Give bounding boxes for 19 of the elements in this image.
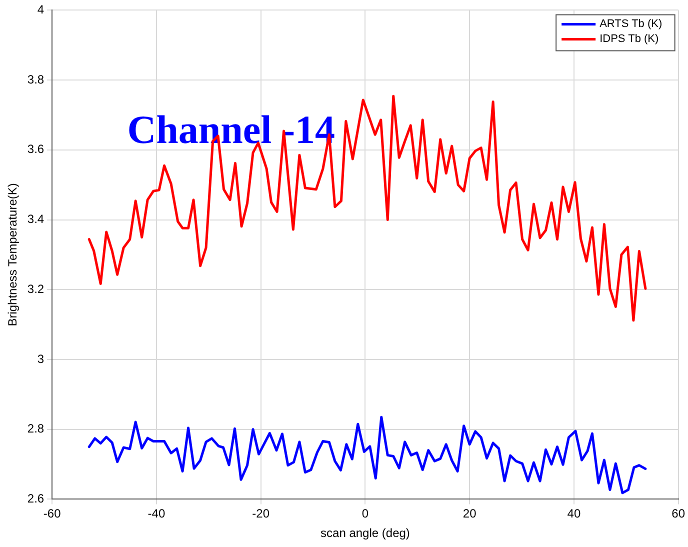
legend-label: ARTS Tb (K): [600, 18, 662, 30]
y-tick-label: 3.2: [27, 282, 44, 296]
x-tick-label: 20: [462, 506, 477, 521]
y-tick-label: 3.4: [27, 212, 44, 226]
y-tick-label: 2.8: [27, 422, 44, 436]
y-tick-label: 3.6: [27, 142, 44, 156]
x-tick-label: 0: [362, 506, 369, 521]
x-tick-label: 60: [672, 506, 686, 521]
y-axis-title: Brightness Temperature(K): [6, 183, 20, 326]
x-axis-title: scan angle (deg): [320, 526, 410, 540]
y-tick-label: 4: [37, 2, 44, 17]
x-tick-label: 40: [567, 506, 581, 521]
x-tick-label: -20: [252, 506, 270, 521]
y-tick-label: 3: [37, 352, 44, 366]
y-tick-label: 3.8: [27, 72, 44, 86]
y-tick-label: 2.6: [27, 492, 44, 506]
x-tick-label: -60: [43, 506, 62, 521]
legend-label: IDPS Tb (K): [600, 33, 659, 46]
x-tick-label: -40: [148, 506, 166, 521]
